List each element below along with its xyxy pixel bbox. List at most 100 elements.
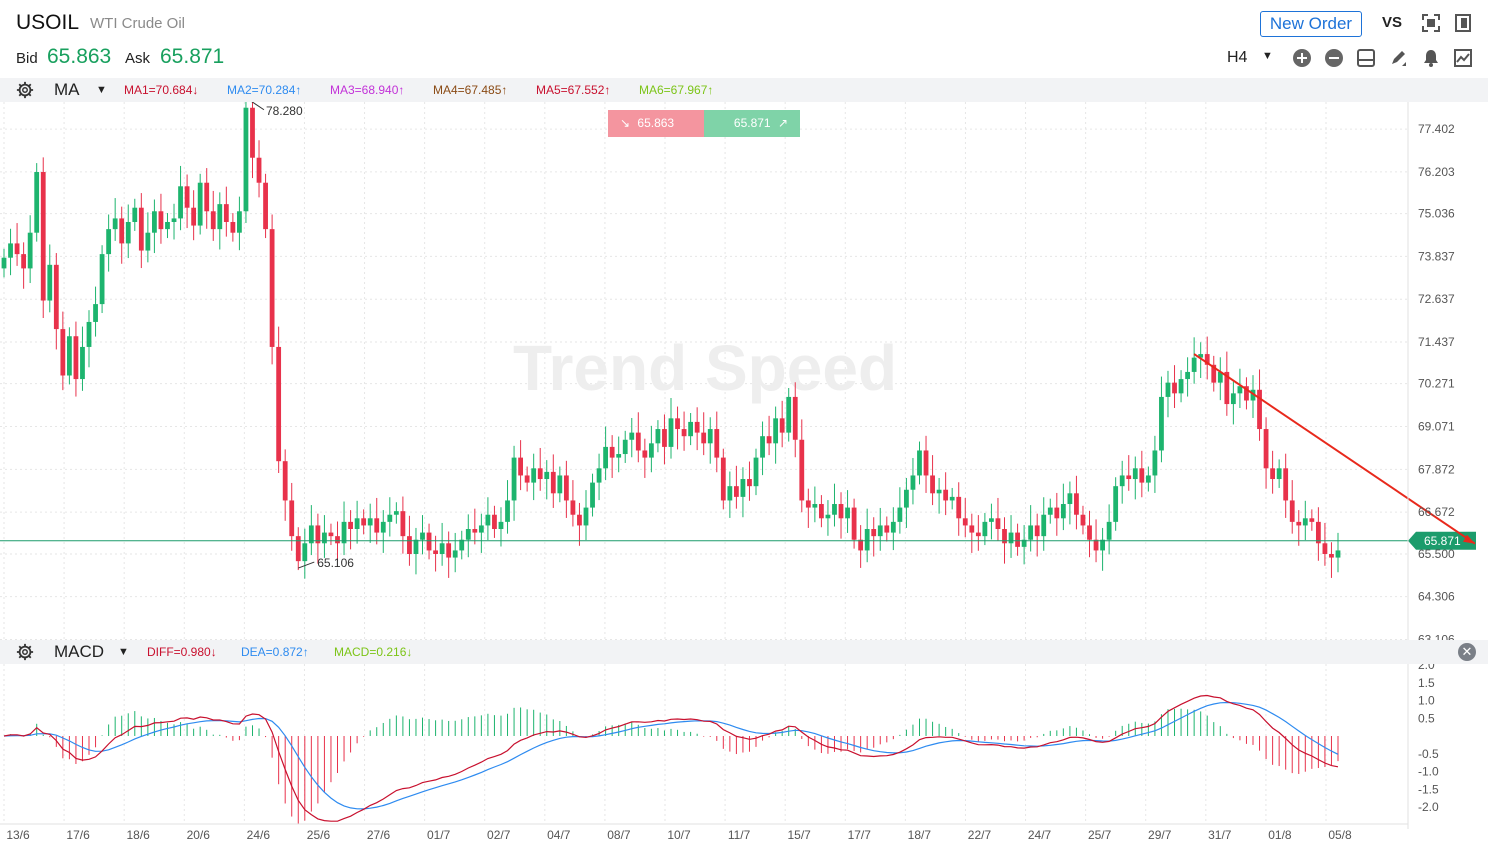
candle-body bbox=[792, 396, 798, 440]
candle-body bbox=[145, 232, 151, 251]
candle-body bbox=[570, 500, 576, 515]
price-tick-label: 67.872 bbox=[1418, 462, 1455, 476]
candle-body bbox=[485, 514, 491, 526]
buy-price-pill[interactable]: 65.871 ↗ bbox=[704, 110, 800, 137]
candle-body bbox=[518, 457, 523, 476]
candle-body bbox=[374, 518, 380, 533]
timeframe-select[interactable]: H4 bbox=[1227, 49, 1248, 66]
candle-body bbox=[269, 229, 275, 347]
macd-indicator-name[interactable]: MACD bbox=[54, 642, 105, 661]
candle-body bbox=[328, 532, 334, 537]
candle-body bbox=[256, 157, 262, 183]
symbol-name[interactable]: USOIL bbox=[16, 11, 80, 34]
candle-body bbox=[335, 536, 340, 544]
time-tick-label: 20/6 bbox=[187, 828, 211, 842]
candle-body bbox=[825, 514, 831, 519]
candle-body bbox=[1165, 382, 1171, 397]
macd-histogram bbox=[10, 707, 1339, 824]
settings-icon[interactable] bbox=[16, 643, 34, 661]
ma5-value: MA5=67.552↑ bbox=[536, 83, 611, 97]
candle-body bbox=[361, 518, 367, 526]
candle-body bbox=[204, 182, 210, 212]
candle-body bbox=[158, 211, 164, 230]
time-tick-label: 04/7 bbox=[547, 828, 571, 842]
candle-body bbox=[577, 514, 582, 526]
zoom-out-icon[interactable] bbox=[1324, 48, 1344, 68]
chevron-down-icon[interactable]: ▼ bbox=[96, 84, 107, 96]
ma-indicator-name[interactable]: MA bbox=[54, 80, 80, 99]
compare-vs-button[interactable]: VS bbox=[1382, 14, 1403, 31]
macd-tick-label: -1.5 bbox=[1418, 782, 1439, 796]
candle-body bbox=[531, 468, 537, 483]
trendline-arrow bbox=[1463, 534, 1475, 544]
draw-icon[interactable] bbox=[1388, 48, 1408, 68]
candle-body bbox=[995, 518, 1001, 530]
ask-value: 65.871 bbox=[160, 45, 225, 68]
candle-body bbox=[1, 257, 7, 269]
candle-body bbox=[27, 232, 33, 269]
sell-price-pill[interactable]: ↘ 65.863 bbox=[608, 110, 704, 137]
time-tick-label: 27/6 bbox=[367, 828, 391, 842]
chart-type-icon[interactable] bbox=[1453, 48, 1473, 68]
time-axis: 13/6 17/6 18/6 20/6 24/6 25/6 27/6 01/7 02/7 04/7… bbox=[0, 823, 1408, 842]
settings-icon[interactable] bbox=[16, 81, 34, 99]
price-tick-label: 70.271 bbox=[1418, 377, 1455, 391]
time-tick-label: 18/7 bbox=[908, 828, 932, 842]
close-icon[interactable]: ✕ bbox=[1458, 643, 1476, 661]
macd-tick-label: -1.0 bbox=[1418, 765, 1439, 779]
candle-body bbox=[250, 107, 255, 158]
candle-body bbox=[1263, 429, 1269, 469]
candle-body bbox=[315, 525, 321, 544]
candle-body bbox=[112, 218, 118, 230]
alert-icon[interactable] bbox=[1421, 48, 1441, 68]
window-icon[interactable] bbox=[1453, 13, 1473, 33]
new-order-button[interactable]: New Order bbox=[1260, 11, 1362, 37]
price-tick-label: 63.106 bbox=[1418, 632, 1455, 640]
candle-body bbox=[498, 521, 504, 530]
candle-body bbox=[871, 529, 877, 537]
candle-body bbox=[393, 511, 399, 515]
candle-body bbox=[1211, 364, 1217, 383]
candle-body bbox=[1250, 389, 1256, 401]
candle-body bbox=[73, 336, 79, 380]
macd-indicator-bar: MACD ▼ DIFF=0.980↓ DEA=0.872↑ MACD=0.216… bbox=[0, 640, 1488, 664]
candle-body bbox=[583, 507, 589, 526]
fullscreen-icon[interactable] bbox=[1421, 13, 1441, 33]
zoom-in-icon[interactable] bbox=[1292, 48, 1312, 68]
candle-body bbox=[557, 475, 563, 494]
candle-body bbox=[1074, 493, 1079, 515]
time-tick-label: 10/7 bbox=[667, 828, 691, 842]
candle-body bbox=[884, 525, 890, 533]
time-tick-label: 29/7 bbox=[1148, 828, 1172, 842]
candle-body bbox=[936, 489, 942, 494]
candle-body bbox=[53, 264, 59, 330]
bid-value: 65.863 bbox=[47, 45, 112, 68]
chevron-down-icon[interactable]: ▼ bbox=[118, 646, 129, 658]
high-annotation: 78.280 bbox=[266, 104, 303, 118]
candle-body bbox=[805, 500, 811, 508]
candle-body bbox=[655, 429, 661, 444]
ma-indicator-bar: MA ▼ MA1=70.684↓ MA2=70.284↑ MA3=68.940↑… bbox=[0, 78, 1488, 102]
macd-chart[interactable]: 2.0 1.5 1.0 0.5 -0.5 -1.0 -1.5 -2.0 13/6 17/6 18/… bbox=[0, 664, 1488, 849]
symbol-description: WTI Crude Oil bbox=[90, 15, 186, 32]
candle-body bbox=[1302, 518, 1308, 526]
ma2-value: MA2=70.284↑ bbox=[227, 83, 302, 97]
candle-body bbox=[223, 204, 229, 222]
candle-body bbox=[733, 486, 739, 497]
candle-body bbox=[832, 504, 837, 515]
candle-body bbox=[635, 432, 641, 451]
candle-body bbox=[688, 421, 694, 437]
candle-body bbox=[609, 446, 615, 458]
candle-body bbox=[1296, 521, 1302, 526]
chevron-down-icon[interactable]: ▼ bbox=[1262, 50, 1273, 62]
candle-body bbox=[727, 486, 733, 501]
candle-body bbox=[629, 432, 635, 440]
candle-body bbox=[668, 418, 674, 447]
candle-body bbox=[1113, 486, 1119, 522]
price-tick-label: 71.437 bbox=[1418, 335, 1455, 349]
chart-header: USOIL WTI Crude Oil Bid 65.863 Ask 65.87… bbox=[0, 0, 1488, 78]
layout-icon[interactable] bbox=[1356, 48, 1376, 68]
candle-body bbox=[197, 182, 203, 226]
candle-body bbox=[904, 489, 909, 508]
